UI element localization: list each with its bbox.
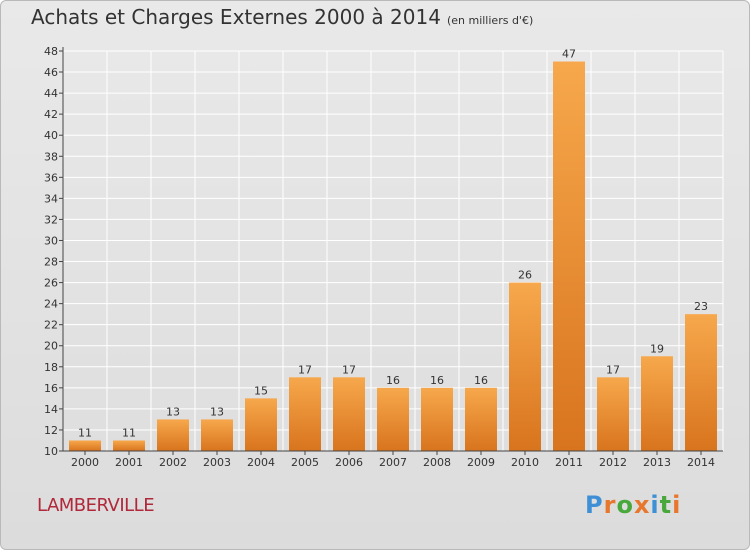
x-tick-label: 2010 bbox=[511, 456, 539, 469]
data-label: 17 bbox=[298, 363, 312, 376]
data-label: 26 bbox=[518, 269, 532, 282]
logo-letter: r bbox=[603, 491, 617, 519]
bar bbox=[421, 387, 453, 451]
bar bbox=[641, 356, 673, 451]
y-tick-label: 16 bbox=[44, 382, 58, 395]
logo-letter: t bbox=[659, 491, 673, 519]
bar bbox=[597, 377, 629, 451]
x-tick-label: 2006 bbox=[335, 456, 363, 469]
y-tick-label: 44 bbox=[44, 87, 58, 100]
y-tick-label: 48 bbox=[44, 45, 58, 58]
bar bbox=[377, 387, 409, 451]
axes bbox=[59, 47, 723, 455]
bar bbox=[157, 419, 189, 451]
data-label: 13 bbox=[210, 405, 224, 418]
bar bbox=[289, 377, 321, 451]
data-label: 23 bbox=[694, 300, 708, 313]
x-tick-label: 2012 bbox=[599, 456, 627, 469]
commune-name: LAMBERVILLE bbox=[37, 495, 155, 516]
x-tick-label: 2004 bbox=[247, 456, 275, 469]
y-tick-label: 46 bbox=[44, 66, 58, 79]
x-tick-label: 2013 bbox=[643, 456, 671, 469]
x-tick-label: 2001 bbox=[115, 456, 143, 469]
y-tick-label: 38 bbox=[44, 150, 58, 163]
bar bbox=[201, 419, 233, 451]
y-tick-label: 18 bbox=[44, 361, 58, 374]
bar bbox=[69, 440, 101, 451]
bar bbox=[465, 387, 497, 451]
title-text: Achats et Charges Externes 2000 à 2014 bbox=[31, 5, 441, 29]
y-tick-label: 36 bbox=[44, 171, 58, 184]
chart-subtitle: (en milliers d'€) bbox=[446, 14, 534, 27]
y-tick-label: 32 bbox=[44, 213, 58, 226]
data-label: 16 bbox=[430, 374, 444, 387]
x-tick-label: 2003 bbox=[203, 456, 231, 469]
data-label: 15 bbox=[254, 384, 268, 397]
x-tick-label: 2007 bbox=[379, 456, 407, 469]
y-tick-label: 10 bbox=[44, 445, 58, 458]
y-tick-label: 14 bbox=[44, 403, 58, 416]
x-tick-label: 2000 bbox=[71, 456, 99, 469]
data-label: 17 bbox=[342, 363, 356, 376]
logo-letter: x bbox=[633, 491, 651, 519]
logo-letter: P bbox=[585, 491, 604, 519]
bar bbox=[553, 61, 585, 452]
data-label: 16 bbox=[386, 374, 400, 387]
labels: 10 12 14 16 18 20 22 24 26 28 30 32 34 36 38 40 42 44 46 48… bbox=[44, 45, 715, 469]
proxiti-logo: Proxiti bbox=[585, 491, 681, 519]
bar bbox=[333, 377, 365, 451]
y-tick-label: 20 bbox=[44, 340, 58, 353]
data-label: 19 bbox=[650, 342, 664, 355]
bar bbox=[509, 282, 541, 451]
y-tick-label: 22 bbox=[44, 319, 58, 332]
x-tick-label: 2005 bbox=[291, 456, 319, 469]
y-tick-label: 34 bbox=[44, 192, 58, 205]
data-label: 16 bbox=[474, 374, 488, 387]
y-tick-label: 24 bbox=[44, 298, 58, 311]
y-tick-label: 40 bbox=[44, 129, 58, 142]
bar bbox=[685, 314, 717, 451]
data-label: 11 bbox=[78, 426, 92, 439]
data-label: 17 bbox=[606, 363, 620, 376]
y-tick-label: 30 bbox=[44, 234, 58, 247]
x-tick-label: 2014 bbox=[687, 456, 715, 469]
x-tick-label: 2009 bbox=[467, 456, 495, 469]
data-label: 11 bbox=[122, 426, 136, 439]
bar bbox=[113, 440, 145, 451]
y-tick-label: 12 bbox=[44, 424, 58, 437]
bars bbox=[69, 61, 717, 452]
logo-letter: o bbox=[616, 491, 634, 519]
logo-letter: i bbox=[672, 491, 682, 519]
logo-letter: i bbox=[650, 491, 660, 519]
y-tick-label: 28 bbox=[44, 256, 58, 269]
y-tick-label: 26 bbox=[44, 277, 58, 290]
x-tick-label: 2008 bbox=[423, 456, 451, 469]
data-label: 47 bbox=[562, 48, 576, 61]
data-label: 13 bbox=[166, 405, 180, 418]
bar bbox=[245, 398, 277, 451]
x-tick-label: 2011 bbox=[555, 456, 583, 469]
chart-title: Achats et Charges Externes 2000 à 2014 (e… bbox=[31, 5, 533, 29]
x-tick-label: 2002 bbox=[159, 456, 187, 469]
y-tick-label: 42 bbox=[44, 108, 58, 121]
